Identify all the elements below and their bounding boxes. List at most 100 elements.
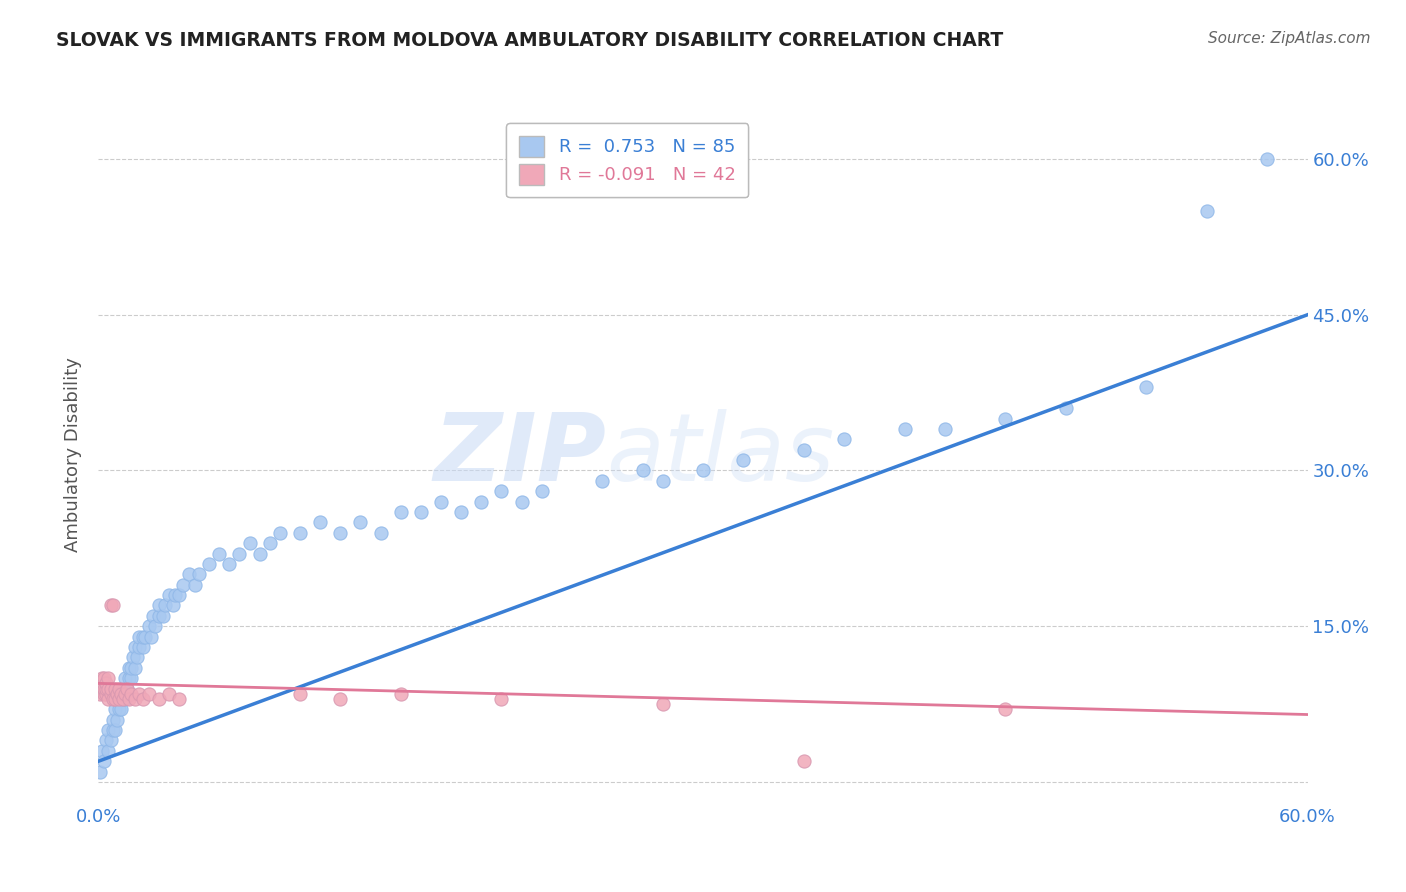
Point [107, 702, 129, 716]
Point [89, 687, 111, 701]
Text: Source: ZipAtlas.com: Source: ZipAtlas.com [1208, 31, 1371, 46]
Point [309, 516, 332, 530]
Point [103, 723, 125, 738]
Point [288, 687, 311, 701]
Point [128, 630, 150, 644]
Point [118, 661, 141, 675]
Point [111, 692, 134, 706]
Point [733, 453, 755, 467]
Point [91, 744, 114, 758]
Point [370, 525, 392, 540]
Point [97, 671, 120, 685]
Point [115, 681, 138, 696]
Point [172, 578, 194, 592]
Point [107, 692, 129, 706]
Point [692, 463, 714, 477]
Point [249, 547, 271, 561]
Point [1054, 401, 1077, 416]
Point [994, 411, 1017, 425]
Point [152, 608, 174, 623]
Point [111, 681, 134, 696]
Point [128, 640, 150, 654]
Point [198, 557, 221, 571]
Point [184, 578, 207, 592]
Point [167, 588, 190, 602]
Point [491, 484, 513, 499]
Point [162, 599, 184, 613]
Point [120, 671, 142, 685]
Point [128, 687, 150, 701]
Point [793, 754, 815, 768]
Point [96, 687, 118, 701]
Point [124, 692, 146, 706]
Point [91, 681, 114, 696]
Point [269, 525, 291, 540]
Point [163, 588, 186, 602]
Point [96, 676, 118, 690]
Point [148, 692, 170, 706]
Point [125, 650, 148, 665]
Point [188, 567, 211, 582]
Point [96, 681, 118, 696]
Y-axis label: Ambulatory Disability: Ambulatory Disability [65, 358, 83, 552]
Point [934, 422, 956, 436]
Point [110, 687, 132, 701]
Point [114, 692, 136, 706]
Point [470, 494, 492, 508]
Point [105, 713, 128, 727]
Point [97, 723, 120, 738]
Point [93, 681, 115, 696]
Point [115, 681, 138, 696]
Point [89, 764, 111, 779]
Point [134, 630, 156, 644]
Point [114, 687, 136, 701]
Point [793, 442, 815, 457]
Point [111, 692, 134, 706]
Point [893, 422, 915, 436]
Point [132, 640, 155, 654]
Point [93, 754, 115, 768]
Point [97, 692, 120, 706]
Point [138, 619, 160, 633]
Point [994, 702, 1017, 716]
Point [450, 505, 472, 519]
Point [100, 599, 122, 613]
Point [409, 505, 432, 519]
Point [148, 608, 170, 623]
Point [218, 557, 240, 571]
Point [138, 687, 160, 701]
Point [124, 640, 146, 654]
Point [101, 692, 124, 706]
Point [101, 599, 124, 613]
Point [389, 687, 412, 701]
Point [110, 702, 132, 716]
Point [259, 536, 281, 550]
Point [329, 692, 352, 706]
Point [153, 599, 176, 613]
Point [631, 463, 654, 477]
Point [103, 681, 125, 696]
Point [208, 547, 231, 561]
Point [100, 687, 122, 701]
Point [510, 494, 533, 508]
Point [103, 692, 125, 706]
Point [651, 474, 673, 488]
Point [107, 692, 129, 706]
Point [228, 547, 250, 561]
Point [349, 516, 371, 530]
Point [832, 433, 855, 447]
Text: ZIP: ZIP [433, 409, 606, 501]
Point [651, 697, 673, 711]
Point [148, 599, 170, 613]
Point [101, 713, 124, 727]
Point [530, 484, 553, 499]
Point [120, 661, 142, 675]
Text: atlas: atlas [606, 409, 835, 500]
Point [143, 619, 166, 633]
Point [101, 723, 124, 738]
Point [100, 733, 122, 747]
Point [105, 687, 128, 701]
Point [107, 681, 129, 696]
Point [288, 525, 311, 540]
Point [1195, 203, 1218, 218]
